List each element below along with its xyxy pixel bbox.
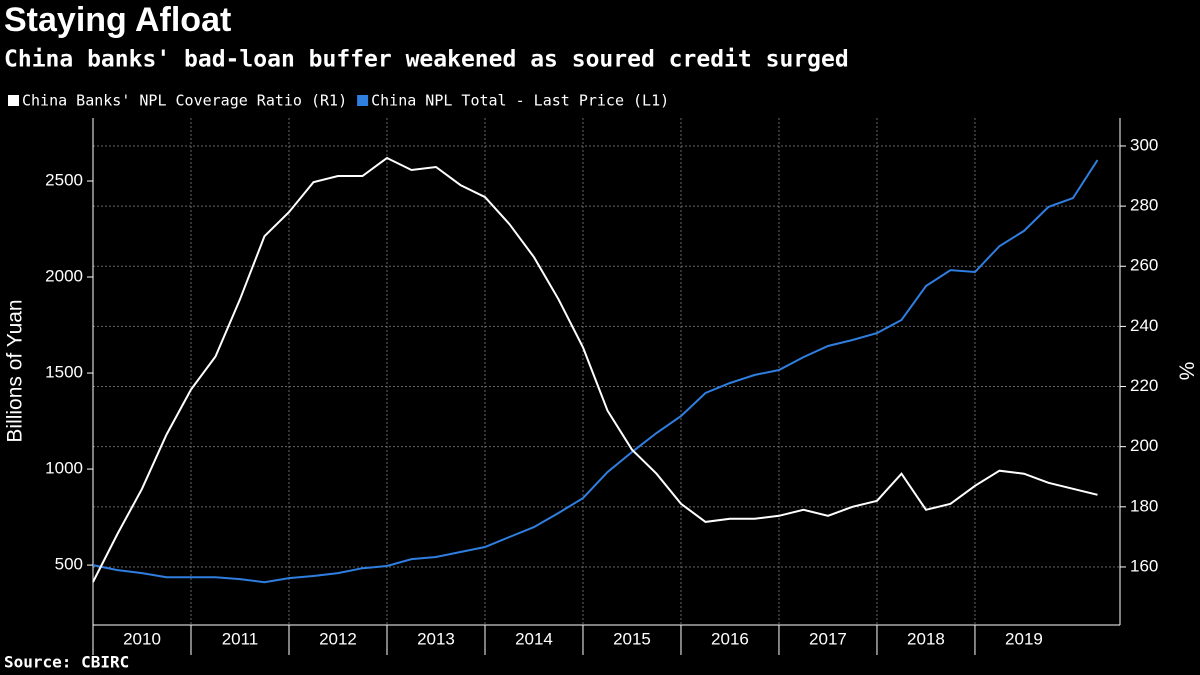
y2-tick-label: 220 [1130,376,1158,395]
source: Source: CBIRC [4,653,129,672]
y2-tick-label: 200 [1130,436,1158,455]
x-tick-label: 2018 [907,629,945,648]
y-tick-label: 2000 [45,266,83,285]
chart-title: Staying Afloat [4,1,231,39]
x-tick-label: 2013 [417,629,455,648]
x-tick-label: 2016 [711,629,749,648]
y2-tick-label: 240 [1130,316,1158,335]
y-axis-title: Billions of Yuan [4,299,27,442]
legend-item: China NPL Total - Last Price (L1) [357,92,669,110]
chart-subtitle: China banks' bad-loan buffer weakened as… [4,47,849,73]
y2-axis-title: % [1174,362,1197,381]
x-tick-label: 2011 [222,629,259,648]
series-line [92,156,1098,583]
y-tick-label: 1000 [45,459,83,478]
y-tick-label: 2500 [45,170,83,189]
legend-swatch [8,95,19,106]
y2-tick-label: 280 [1130,196,1158,215]
y2-tick-label: 160 [1130,556,1158,575]
y2-tick-label: 300 [1130,135,1158,154]
legend-label: China NPL Total - Last Price (L1) [371,92,669,110]
x-tick-label: 2010 [123,629,161,648]
y-tick-label: 1500 [45,363,83,382]
y2-tick-label: 180 [1130,496,1158,515]
y2-tick-label: 260 [1130,256,1158,275]
x-tick-label: 2017 [809,629,847,648]
x-tick-label: 2012 [319,629,357,648]
legend-label: China Banks' NPL Coverage Ratio (R1) [22,92,347,110]
legend-swatch [357,95,369,106]
series-line [92,159,1099,584]
x-tick-label: 2019 [1005,629,1043,648]
legend-item: China Banks' NPL Coverage Ratio (R1) [8,92,347,110]
x-tick-label: 2014 [515,629,553,648]
x-tick-label: 2015 [613,629,651,648]
y-tick-label: 500 [55,555,83,574]
